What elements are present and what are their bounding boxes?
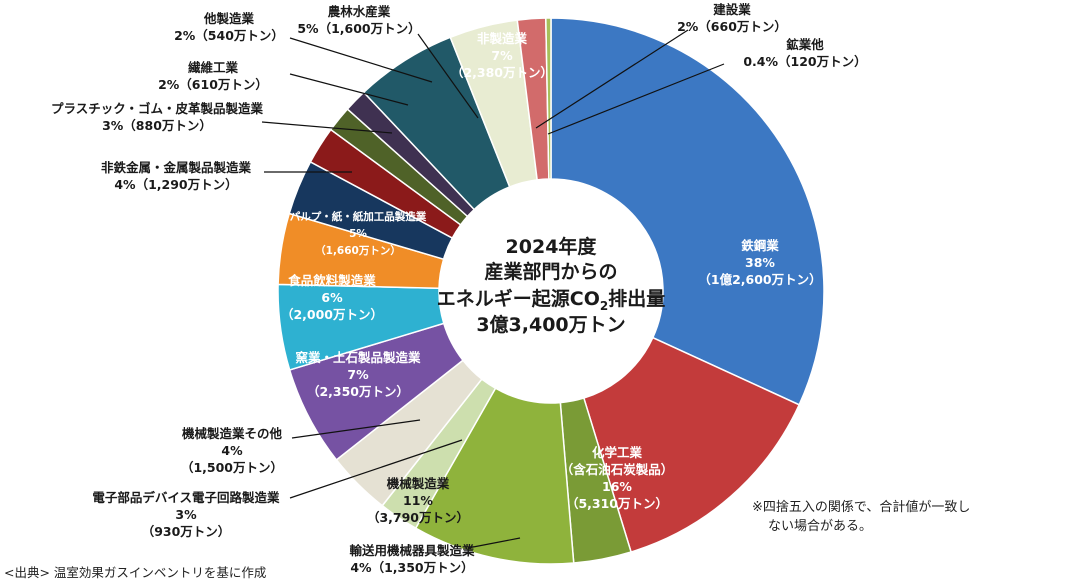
slice-1-label-0: 化学工業	[592, 445, 643, 460]
slice-14-label-0: 農林水産業	[328, 4, 391, 19]
slice-13-label-0: 非製造業	[477, 31, 528, 46]
rounding-note-line2: ない場合がある。	[768, 519, 873, 534]
rounding-note: ※四捨五入の関係で、合計値が一致し ない場合がある。	[752, 498, 1052, 536]
slice-0-label-2: （1億2,600万トン）	[698, 272, 821, 287]
center-line-total: 3億3,400万トン	[476, 313, 625, 336]
slice-15-label-1: 2%（660万トン）	[677, 19, 787, 34]
slice-10-leader-line	[261, 121, 393, 134]
slice-15-leader-line	[535, 29, 689, 129]
slice-2-leader-line	[467, 537, 521, 549]
slice-9-label-0: 非鉄金属・金属製品製造業	[101, 160, 252, 175]
slice-8-label-1: 5%	[349, 228, 367, 240]
slice-8-label-2: （1,660万トン）	[315, 244, 401, 257]
slice-7-label-1: 6%	[321, 290, 343, 305]
leader-lines	[261, 29, 725, 549]
center-line-year: 2024年度	[506, 235, 598, 258]
slice-13-label-1: 7%	[491, 48, 513, 63]
source-note: <出典> 温室効果ガスインベントリを基に作成	[4, 565, 267, 580]
slice-6-label-1: 7%	[347, 367, 369, 382]
slice-10-label-0: プラスチック・ゴム・皮革製品製造業	[51, 101, 264, 116]
center-line-sector: 産業部門からの	[484, 260, 617, 283]
slice-3-label-2: （3,790万トン）	[367, 510, 469, 525]
slice-13-label-2: （2,380万トン）	[451, 65, 553, 80]
slice-7-label-0: 食品飲料製造業	[287, 273, 376, 288]
slice-16-leader-line	[547, 63, 725, 135]
donut-hole	[439, 179, 663, 403]
slice-9-label-1: 4%（1,290万トン）	[114, 177, 237, 192]
slice-6-label-0: 窯業・土石製品製造業	[295, 350, 421, 365]
slice-14-label-1: 5%（1,600万トン）	[297, 21, 420, 36]
slice-11-leader-line	[289, 73, 409, 106]
slice-2-label-1: 4%（1,350万トン）	[350, 560, 473, 575]
slice-3-label-1: 11%	[403, 493, 433, 508]
slice-15-label-0: 建設業	[713, 2, 751, 17]
slice-12-leader-line	[289, 37, 433, 83]
slice-5-label-1: 4%	[221, 443, 243, 458]
slice-16-label-0: 鉱業他	[786, 37, 824, 52]
slice-12-label-1: 2%（540万トン）	[174, 28, 284, 43]
center-line-co2: エネルギー起源CO2排出量	[437, 287, 665, 313]
slice-12-label-0: 他製造業	[203, 11, 255, 26]
center-text: 2024年度 産業部門からの エネルギー起源CO2排出量 3億3,400万トン	[437, 235, 665, 336]
slice-14-leader-line	[417, 33, 479, 119]
rounding-note-line1: ※四捨五入の関係で、合計値が一致し	[752, 500, 971, 515]
slice-4-label-2: （930万トン）	[142, 524, 231, 539]
slice-0-label-1: 38%	[745, 255, 775, 270]
slice-labels: 鉄鋼業 38% （1億2,600万トン） 化学工業 （含石油石炭製品） 16% （5,310…	[51, 2, 867, 575]
slice-11-label-1: 2%（610万トン）	[158, 77, 268, 92]
slice-4-label-1: 3%	[175, 507, 197, 522]
slice-3-label-0: 機械製造業	[387, 476, 450, 491]
slice-7-label-2: （2,000万トン）	[281, 307, 383, 322]
slice-2-label-0: 輸送用機械器具製造業	[349, 543, 475, 558]
slice-6-label-2: （2,350万トン）	[307, 384, 409, 399]
slice-10-label-1: 3%（880万トン）	[102, 118, 212, 133]
chart-slices	[277, 17, 825, 565]
slice-16-label-1: 0.4%（120万トン）	[743, 54, 866, 69]
slice-11-label-0: 繊維工業	[188, 60, 239, 75]
slice-4-leader-line	[289, 439, 463, 499]
slice-5-label-2: （1,500万トン）	[181, 460, 283, 475]
slice-4-label-0: 電子部品デバイス電子回路製造業	[92, 490, 280, 505]
slice-1-label-3: （5,310万トン）	[566, 496, 668, 511]
slice-8-label-0: パルプ・紙・紙加工品製造業	[290, 210, 427, 223]
slice-1-label-2: 16%	[602, 479, 632, 494]
slice-0-label-0: 鉄鋼業	[741, 238, 779, 253]
slice-1-label-1: （含石油石炭製品）	[561, 462, 674, 477]
slice-5-label-0: 機械製造業その他	[182, 426, 283, 441]
slice-5-leader-line	[291, 419, 421, 439]
